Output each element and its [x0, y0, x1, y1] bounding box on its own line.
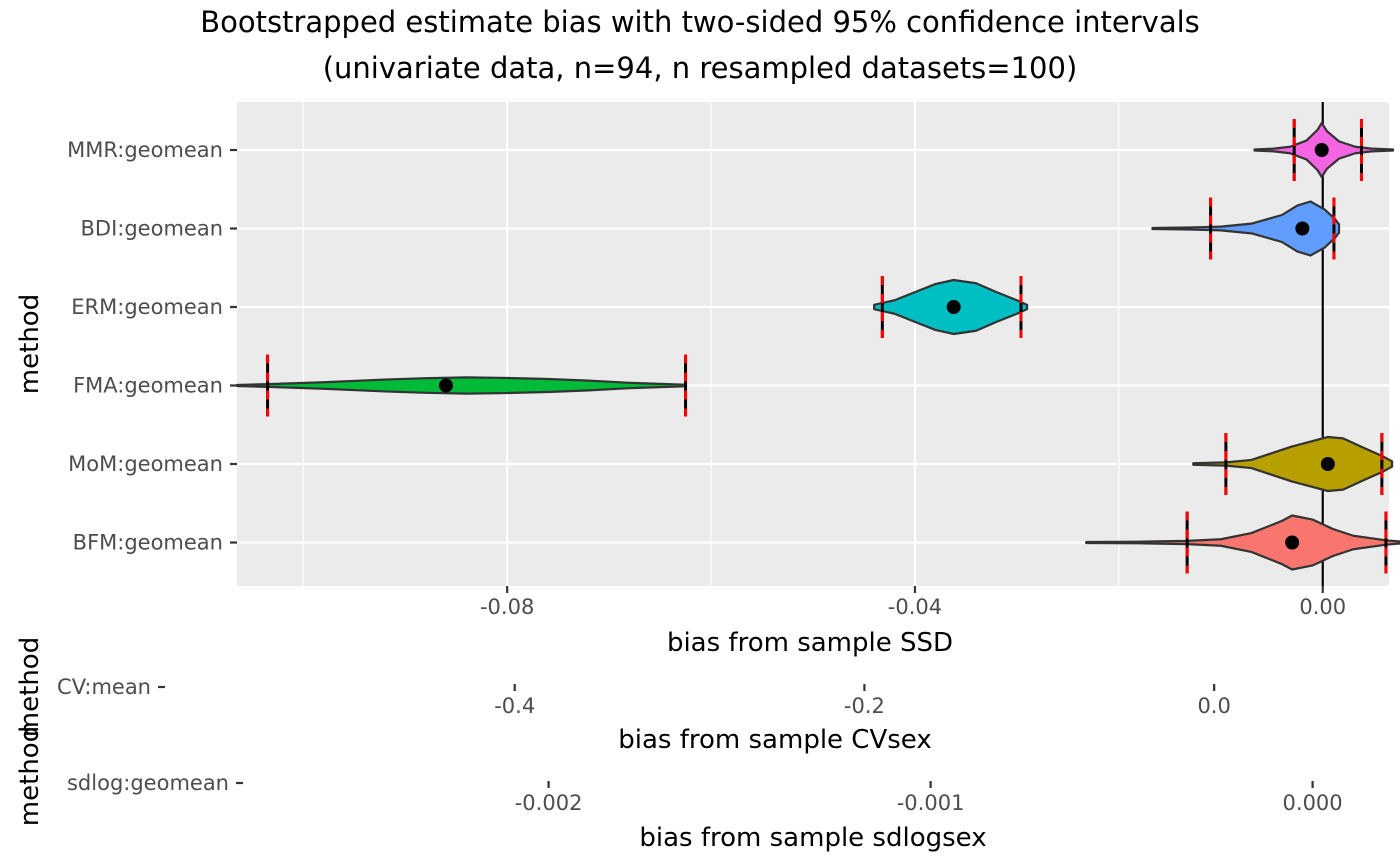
violin-bfm-geomean-point-estimate	[1285, 535, 1300, 550]
y-axis-ticks: MMR:geomean BDI:geomean ERM:geomean FMA:geo…	[67, 138, 237, 555]
x-tick-label: 0.000	[1283, 791, 1343, 815]
cvsex-panel: CV:mean -0.4 -0.2 0.0 bias from sample CVs…	[15, 637, 1231, 755]
y-axis-ticks: CV:mean	[57, 675, 165, 699]
violin-bdi-geomean-shape	[1151, 200, 1341, 257]
x-axis-title-cvsex: bias from sample CVsex	[618, 725, 931, 755]
x-tick-label: -0.2	[844, 694, 885, 718]
x-axis-title-sdlogsex: bias from sample sdlogsex	[639, 823, 986, 853]
x-axis-ticks: -0.4 -0.2 0.0	[494, 684, 1231, 718]
x-tick-label: -0.4	[494, 694, 535, 718]
y-tick-label-bfm-geomean: BFM:geomean	[73, 531, 223, 555]
violin-mmr-geomean-point-estimate	[1314, 143, 1329, 157]
y-tick-label-fma-geomean: FMA:geomean	[73, 374, 223, 398]
y-axis-ticks: sdlog:geomean	[67, 771, 243, 795]
y-tick-label-mmr-geomean: MMR:geomean	[67, 138, 223, 162]
violin-panel: MMR:geomean BDI:geomean ERM:geomean FMA:geo…	[15, 102, 1400, 658]
x-tick-label: -0.04	[888, 595, 942, 619]
x-tick-label: 0.0	[1197, 694, 1230, 718]
x-tick-label: -0.001	[897, 791, 965, 815]
violins	[235, 119, 1400, 574]
sdlogsex-panel: sdlog:geomean -0.002 -0.001 0.000 bias fro…	[15, 726, 1343, 853]
panel-background	[237, 102, 1389, 586]
y-tick-label-bdi-geomean: BDI:geomean	[81, 217, 224, 241]
violin-bdi-geomean-point-estimate	[1295, 221, 1310, 236]
violin-fma-geomean-point-estimate	[438, 378, 453, 393]
chart-title-line-1: Bootstrapped estimate bias with two-side…	[200, 5, 1200, 39]
y-axis-title-main: method	[15, 294, 45, 394]
violin-erm-geomean-point-estimate	[946, 300, 961, 314]
x-axis-title-ssd: bias from sample SSD	[667, 628, 953, 658]
y-axis-title-sdlogsex: method	[15, 726, 45, 826]
y-axis-title-cvsex: method	[15, 637, 45, 737]
x-tick-label: -0.002	[515, 791, 583, 815]
x-tick-label: 0.00	[1299, 595, 1346, 619]
y-tick-label-cv-mean: CV:mean	[57, 675, 151, 699]
violin-mom-geomean-point-estimate	[1320, 457, 1335, 471]
y-tick-label-erm-geomean: ERM:geomean	[71, 295, 223, 319]
y-tick-label-mom-geomean: MoM:geomean	[68, 452, 223, 476]
violin-bfm-geomean-shape	[1085, 514, 1400, 571]
x-axis-ticks: -0.002 -0.001 0.000	[515, 781, 1343, 815]
y-tick-label-sdlog-geomean: sdlog:geomean	[67, 771, 229, 795]
violin-mom-geomean-shape	[1192, 435, 1394, 493]
x-tick-label: -0.08	[480, 595, 534, 619]
x-axis-ticks: -0.08 -0.04 0.00	[480, 586, 1346, 619]
chart-title-line-2: (univariate data, n=94, n resampled data…	[323, 51, 1078, 85]
